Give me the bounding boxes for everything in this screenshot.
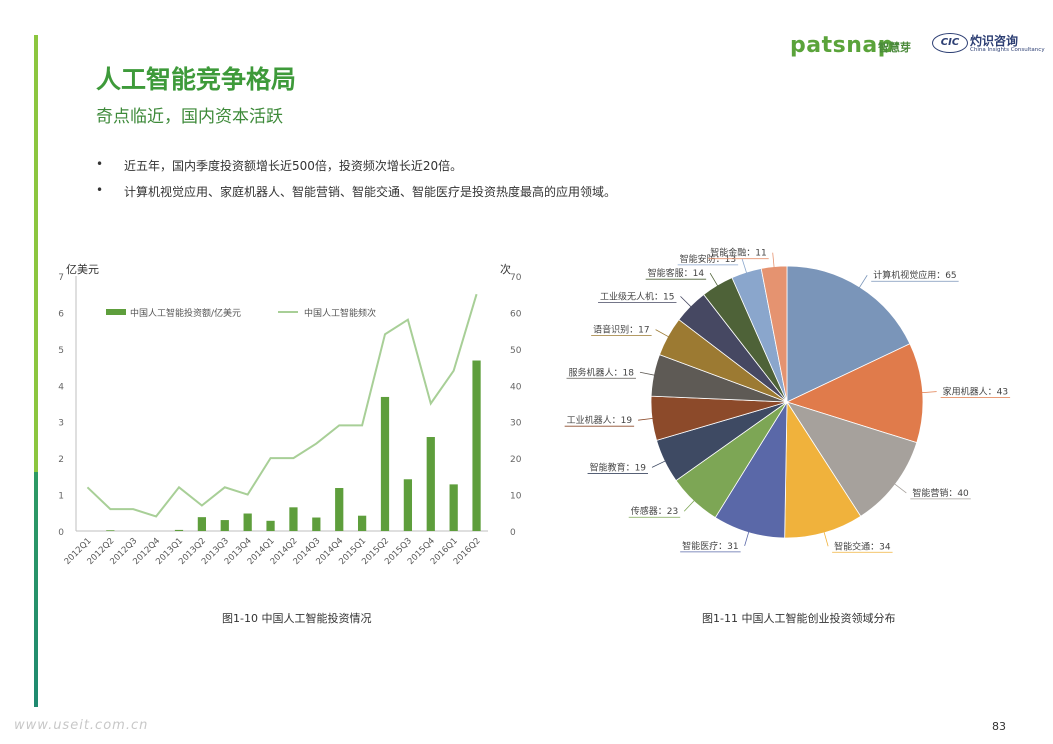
pie-leader-line (822, 528, 829, 547)
pie-data-label: 智能交通：34 (834, 540, 891, 552)
bullet-dot: • (96, 183, 104, 197)
y-left-tick-label: 1 (58, 492, 64, 502)
pie-data-label: 工业级无人机：15 (600, 290, 674, 302)
bar (357, 515, 367, 531)
pie-data-label: 智能医疗：31 (682, 540, 738, 552)
y-left-tick-label: 2 (58, 455, 64, 465)
y-right-tick-label: 50 (510, 346, 522, 356)
pie-leader-line (918, 391, 937, 394)
bar (174, 529, 184, 531)
legend-swatch-bar (106, 309, 126, 315)
cic-en-name: China Insights Consultancy (970, 47, 1045, 53)
pie-data-label: 传感器：23 (631, 505, 678, 517)
y-right-tick-label: 10 (510, 492, 522, 502)
sector-pie-chart: 计算机视觉应用：65 家用机器人：43 智能营销：40 智能交通：34 智能医疗：31 传… (564, 247, 1011, 553)
pie-leader-line (655, 329, 672, 339)
bar (243, 513, 252, 531)
legend-label-bar: 中国人工智能投资额/亿美元 (130, 307, 241, 319)
pie-leader-line (651, 459, 669, 468)
y-left-tick-label: 3 (58, 419, 64, 429)
page-number: 83 (992, 720, 1006, 733)
chart-caption-1: 图1-10 中国人工智能投资情况 (222, 612, 372, 625)
bar (220, 520, 229, 531)
y-left-tick-label: 4 (58, 382, 64, 392)
pie-leader-line (857, 275, 868, 291)
watermark: www.useit.com.cn (14, 718, 149, 733)
chart-caption-2: 图1-11 中国人工智能创业投资领域分布 (702, 612, 896, 625)
legend-label-line: 中国人工智能频次 (304, 307, 376, 319)
y-left-tick-label: 6 (58, 309, 64, 319)
y-right-tick-label: 40 (510, 382, 522, 392)
y-right-tick-label: 20 (510, 455, 522, 465)
pie-data-label: 家用机器人：43 (943, 386, 1008, 398)
y-left-tick-label: 0 (58, 528, 64, 538)
pie-data-label: 计算机视觉应用：65 (873, 269, 956, 281)
bar (197, 517, 207, 531)
pie-data-label: 服务机器人：18 (569, 366, 635, 378)
pie-leader-line (683, 497, 697, 512)
bar (472, 360, 481, 531)
pie-leader-line (638, 417, 657, 421)
y-right-tick-label: 70 (510, 273, 522, 283)
y-right-tick-label: 0 (510, 528, 516, 538)
y-left-tick-label: 7 (58, 273, 64, 283)
pie-leader-line (741, 258, 748, 277)
page-title: 人工智能竞争格局 (96, 65, 297, 94)
pie-leader-line (891, 481, 907, 494)
page-subtitle: 奇点临近，国内资本活跃 (96, 107, 283, 127)
pie-leader-line (772, 252, 775, 271)
y-right-tick-label: 30 (510, 419, 522, 429)
pie-data-label: 智能客服：14 (648, 267, 705, 279)
bar (380, 396, 390, 531)
pie-data-label: 智能安防：13 (680, 253, 736, 265)
pie-data-label: 语音识别：17 (593, 324, 649, 336)
pie-leader-line (709, 272, 720, 289)
y-left-tick-label: 5 (58, 346, 64, 356)
cic-cn-name: 灼识咨询 (970, 34, 1019, 48)
cic-logo-mark: CIC (932, 33, 968, 53)
bar (426, 437, 435, 531)
pie-leader-line (744, 528, 751, 547)
pie-data-label: 智能教育：19 (590, 461, 647, 473)
bar (106, 530, 115, 531)
y-right-axis-label: 次 (500, 262, 511, 276)
bar (335, 488, 344, 531)
pie-data-label: 智能金融：11 (710, 247, 766, 259)
pie-data-label: 智能营销：40 (912, 487, 969, 499)
bar (266, 520, 275, 531)
series-line (86, 293, 478, 518)
patsnap-wordmark: patsnap (790, 33, 894, 58)
bar (289, 507, 298, 531)
bullet-dot: • (96, 157, 104, 171)
pie-leader-line (639, 371, 658, 377)
bullet-text: 计算机视觉应用、家庭机器人、智能营销、智能交通、智能医疗是投资热度最高的应用领域… (124, 185, 617, 199)
bar (312, 517, 321, 531)
pie-leader-line (680, 296, 694, 310)
bar (449, 484, 458, 531)
accent-bar (34, 35, 38, 707)
pie-data-label: 工业机器人：19 (567, 414, 633, 426)
bar (403, 479, 413, 531)
y-left-axis-label: 亿美元 (66, 263, 99, 276)
y-right-tick-label: 60 (510, 309, 522, 319)
bullet-text: 近五年，国内季度投资额增长近500倍，投资频次增长近20倍。 (124, 159, 463, 173)
patsnap-cn-name: 智慧芽 (878, 41, 911, 54)
